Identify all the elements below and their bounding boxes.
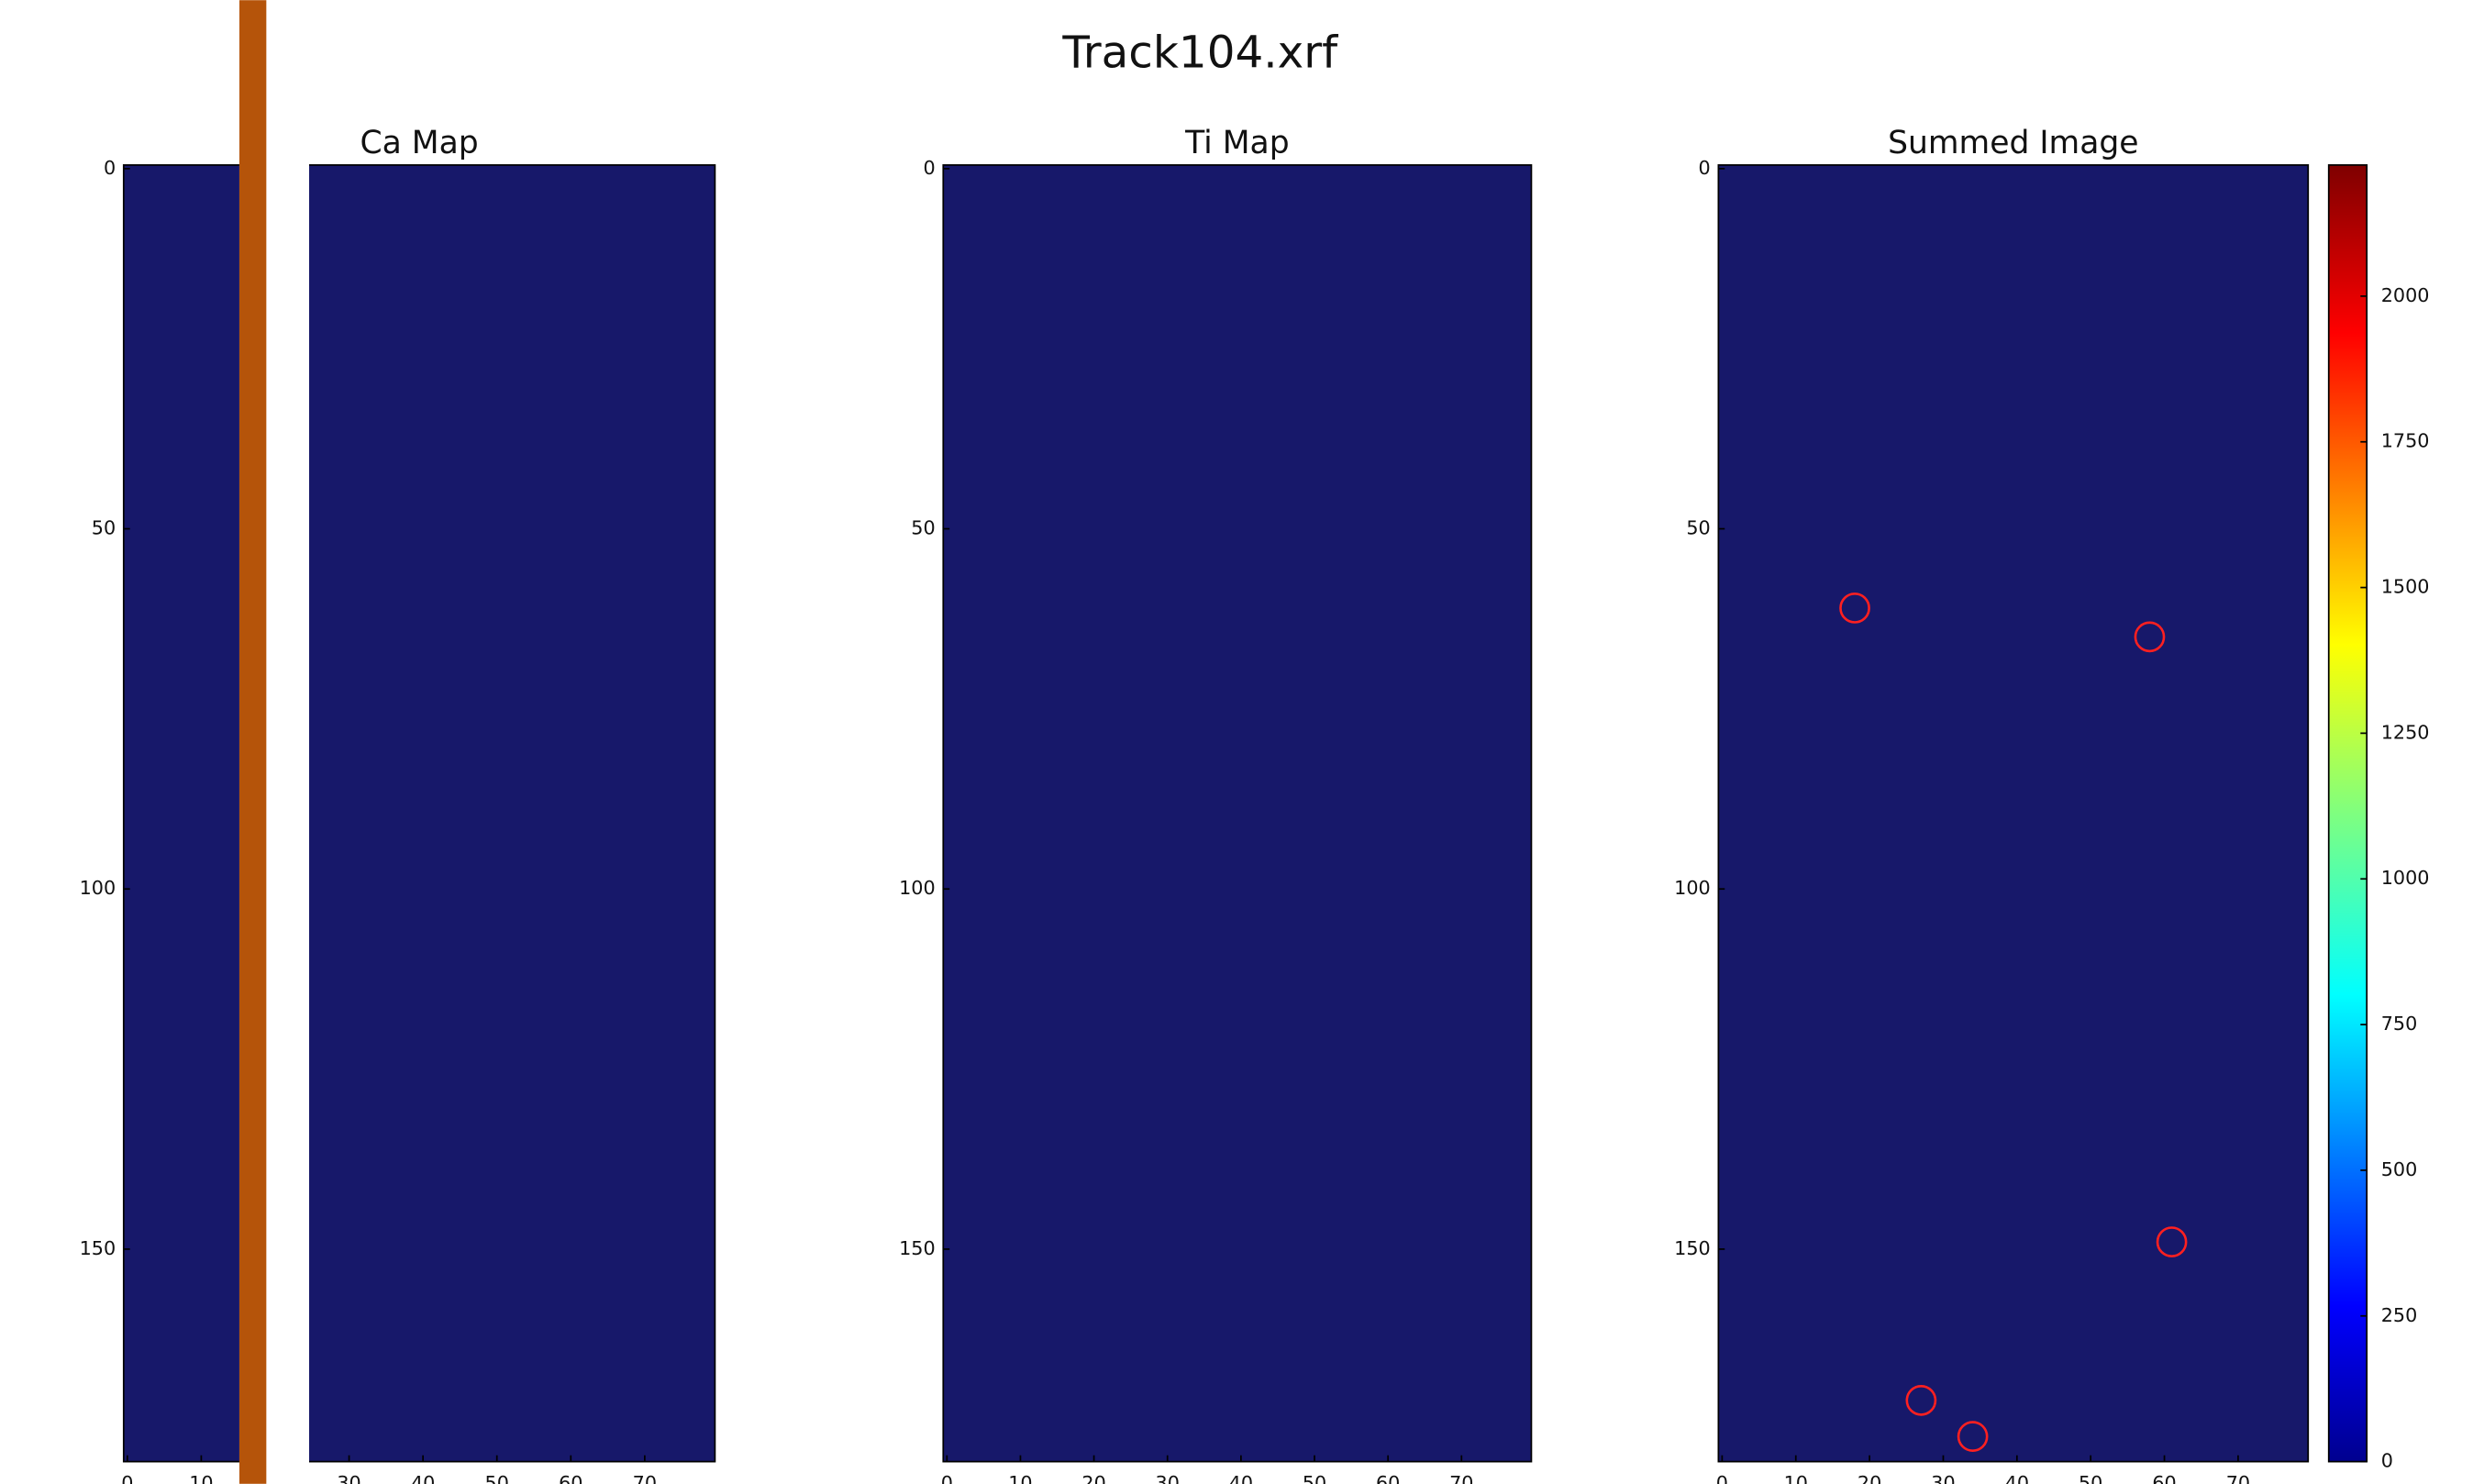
x-tick-label: 0 [1716, 1472, 1728, 1484]
x-tick-label: 70 [633, 1472, 657, 1484]
x-tick-label: 30 [337, 1472, 360, 1484]
x-tick-label: 60 [1376, 1472, 1400, 1484]
y-tick-label: 0 [104, 157, 116, 179]
y-tick-label: 50 [1686, 517, 1710, 539]
subplot-title: Ti Map [1184, 125, 1290, 161]
colorbar-tick-label: 750 [2381, 1013, 2418, 1035]
x-tick-label: 0 [941, 1472, 953, 1484]
colorbar-tick-label: 1000 [2381, 867, 2430, 889]
x-tick-label: 10 [1008, 1472, 1032, 1484]
x-tick-label: 50 [485, 1472, 509, 1484]
colorbar-tick-label: 500 [2381, 1158, 2418, 1180]
y-tick-label: 50 [911, 517, 935, 539]
y-tick-label: 50 [92, 517, 116, 539]
x-tick-label: 50 [1303, 1472, 1326, 1484]
subplot-title: Summed Image [1888, 125, 2139, 161]
x-tick-label: 30 [1156, 1472, 1180, 1484]
colorbar-tick-label: 1750 [2381, 430, 2430, 452]
y-tick-label: 100 [1674, 877, 1711, 899]
x-tick-label: 50 [2079, 1472, 2102, 1484]
x-tick-label: 70 [1449, 1472, 1473, 1484]
x-tick-label: 40 [1229, 1472, 1253, 1484]
x-tick-label: 70 [2226, 1472, 2250, 1484]
window-overlay [239, 0, 309, 1484]
x-tick-label: 0 [121, 1472, 133, 1484]
y-tick-label: 150 [1674, 1237, 1711, 1259]
x-tick-label: 60 [2152, 1472, 2176, 1484]
x-tick-label: 20 [1081, 1472, 1105, 1484]
subplot-title: Ca Map [360, 125, 479, 161]
x-tick-label: 10 [189, 1472, 213, 1484]
y-tick-label: 100 [899, 877, 936, 899]
x-tick-label: 20 [1858, 1472, 1881, 1484]
colorbar-tick-label: 2000 [2381, 284, 2430, 306]
heatmap-image [943, 165, 1531, 1462]
y-tick-label: 0 [923, 157, 935, 179]
y-tick-label: 100 [80, 877, 116, 899]
colorbar [2329, 165, 2367, 1462]
y-tick-label: 150 [80, 1237, 116, 1259]
x-tick-label: 30 [1931, 1472, 1955, 1484]
x-tick-label: 60 [559, 1472, 582, 1484]
x-tick-label: 40 [411, 1472, 435, 1484]
y-tick-label: 0 [1699, 157, 1711, 179]
y-tick-label: 150 [899, 1237, 936, 1259]
colorbar-tick-label: 250 [2381, 1304, 2418, 1326]
figure-title: Track104.xrf [1061, 28, 1338, 79]
page: Track104.xrf Ca Map010304050607005010015… [0, 0, 2473, 1484]
heatmap-image [1718, 165, 2308, 1462]
window-edge [239, 0, 266, 1484]
heatmap-image [124, 165, 715, 1462]
x-tick-label: 10 [1784, 1472, 1808, 1484]
x-tick-label: 40 [2005, 1472, 2029, 1484]
colorbar-tick-label: 1250 [2381, 721, 2430, 743]
colorbar-tick-label: 0 [2381, 1450, 2393, 1472]
colorbar-tick-label: 1500 [2381, 576, 2430, 598]
figure: Track104.xrf Ca Map010304050607005010015… [0, 0, 2473, 1484]
